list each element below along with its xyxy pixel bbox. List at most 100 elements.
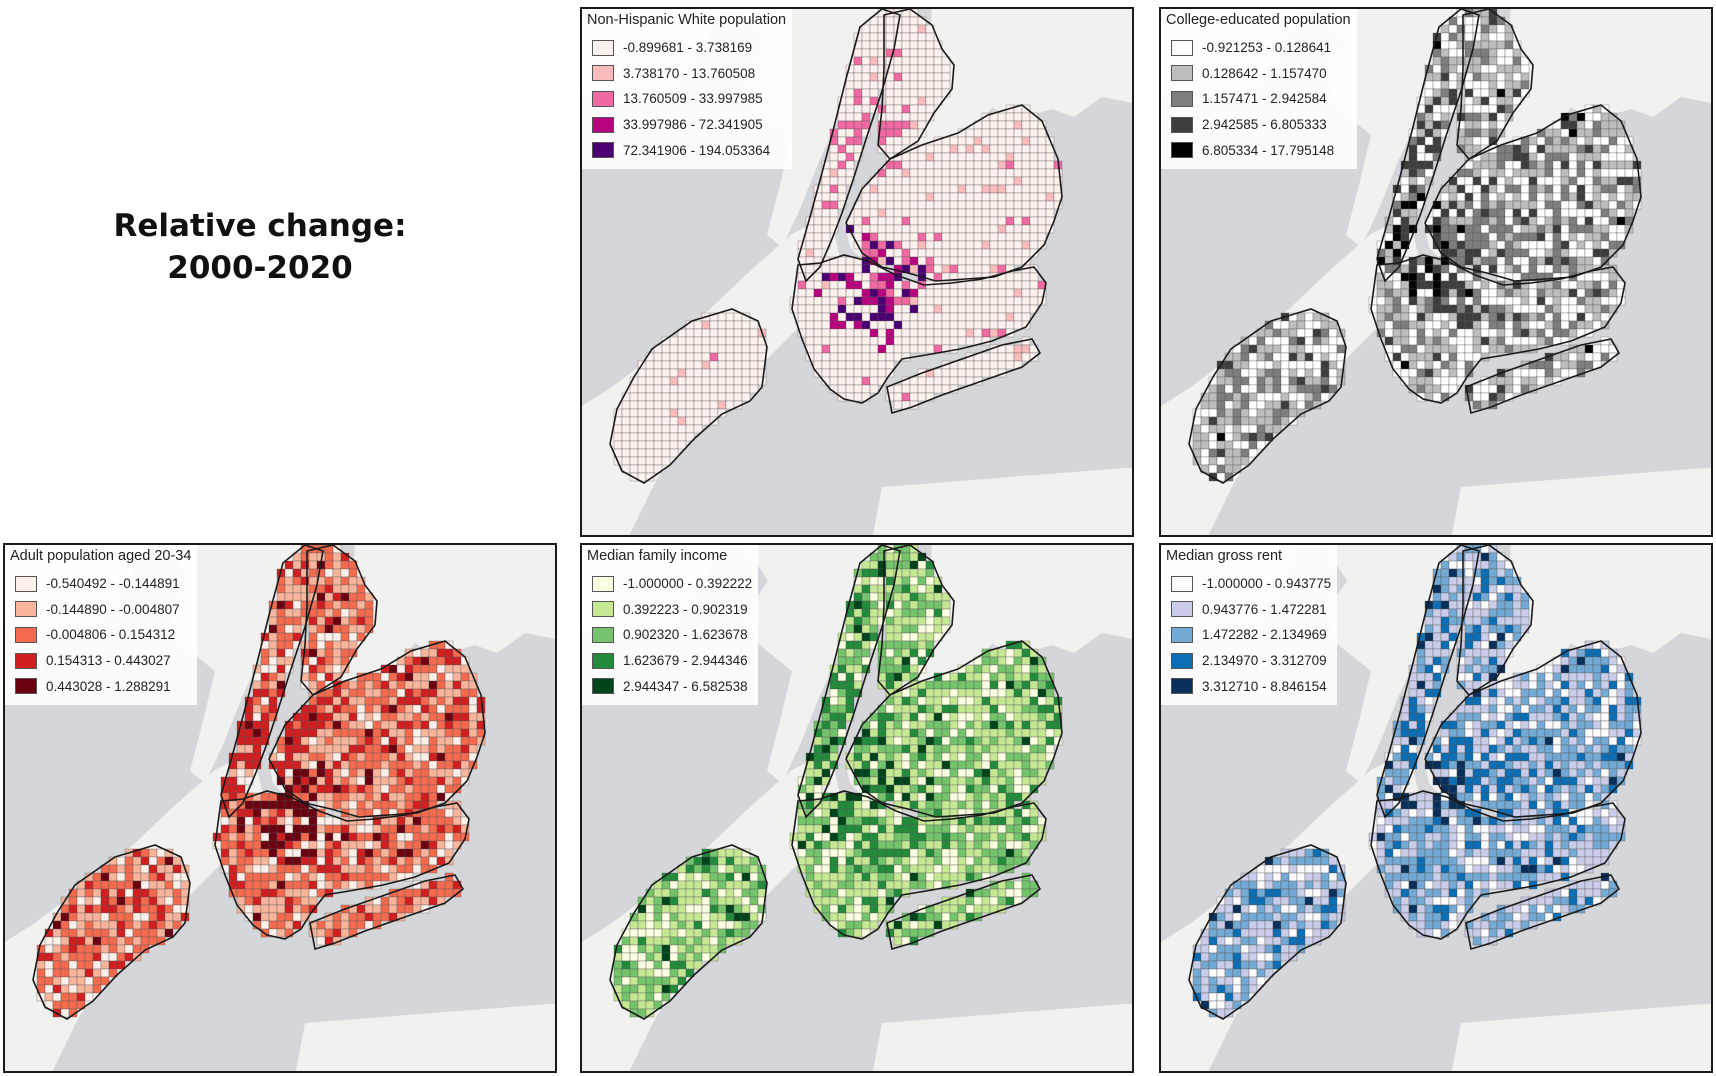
census-tract	[949, 760, 959, 770]
census-tract	[981, 744, 991, 754]
census-tract	[380, 680, 390, 690]
census-tract	[893, 648, 903, 658]
census-tract	[909, 664, 919, 674]
census-tract	[661, 440, 671, 450]
census-tract	[1045, 184, 1055, 194]
census-tract	[877, 328, 887, 338]
census-tract	[356, 760, 366, 770]
census-tract	[893, 288, 903, 298]
census-tract	[1544, 224, 1554, 234]
census-tract	[901, 344, 911, 354]
census-tract	[949, 240, 959, 250]
census-tract	[1536, 336, 1546, 346]
census-tract	[356, 800, 366, 810]
census-tract	[1456, 240, 1466, 250]
census-tract	[1544, 168, 1554, 178]
census-tract	[997, 696, 1007, 706]
census-tract	[1568, 200, 1578, 210]
choropleth-map	[1161, 9, 1711, 535]
census-tract	[1021, 128, 1031, 138]
census-tract	[268, 712, 278, 722]
census-tract	[236, 816, 246, 826]
census-tract	[1029, 720, 1039, 730]
census-tract	[1528, 312, 1538, 322]
census-tract	[901, 280, 911, 290]
census-tract	[1544, 248, 1554, 258]
census-tract	[837, 264, 847, 274]
legend-item: -0.921253 - 0.128641	[1166, 35, 1351, 61]
census-tract	[653, 416, 663, 426]
census-tract	[669, 360, 679, 370]
census-tract	[1328, 344, 1338, 354]
census-tract	[869, 832, 879, 842]
census-tract	[901, 392, 911, 402]
census-tract	[292, 888, 302, 898]
census-tract	[428, 688, 438, 698]
census-tract	[452, 760, 462, 770]
census-tract	[236, 888, 246, 898]
census-tract	[1480, 320, 1490, 330]
census-tract	[941, 816, 951, 826]
census-tract	[452, 816, 462, 826]
census-tract	[1472, 336, 1482, 346]
census-tract	[364, 792, 374, 802]
census-tract	[1400, 352, 1410, 362]
census-tract	[1512, 184, 1522, 194]
census-tract	[893, 872, 903, 882]
census-tract	[1504, 384, 1514, 394]
census-tract	[965, 328, 975, 338]
census-tract	[1408, 376, 1418, 386]
census-tract	[1472, 232, 1482, 242]
census-tract	[1568, 160, 1578, 170]
census-tract	[709, 336, 719, 346]
census-tract	[893, 744, 903, 754]
census-tract	[460, 712, 470, 722]
census-tract	[340, 800, 350, 810]
census-tract	[420, 696, 430, 706]
census-tract	[997, 112, 1007, 122]
census-tract	[1408, 200, 1418, 210]
census-tract	[901, 600, 911, 610]
census-tract	[1544, 232, 1554, 242]
census-tract	[1248, 360, 1258, 370]
census-tract	[1021, 856, 1031, 866]
census-tract	[308, 896, 318, 906]
census-tract	[661, 416, 671, 426]
census-tract	[356, 680, 366, 690]
census-tract	[893, 592, 903, 602]
census-tract	[805, 840, 815, 850]
census-tract	[372, 760, 382, 770]
census-tract	[436, 856, 446, 866]
census-tract	[901, 152, 911, 162]
census-tract	[276, 624, 286, 634]
census-tract	[701, 376, 711, 386]
census-tract	[877, 176, 887, 186]
census-tract	[172, 896, 182, 906]
census-tract	[869, 720, 879, 730]
census-tract	[404, 736, 414, 746]
census-tract	[1240, 384, 1250, 394]
census-tract	[412, 848, 422, 858]
census-tract	[869, 840, 879, 850]
census-tract	[1304, 400, 1314, 410]
census-tract	[909, 840, 919, 850]
census-tract	[108, 960, 118, 970]
census-tract	[1616, 176, 1626, 186]
census-tract	[853, 288, 863, 298]
census-tract	[1488, 344, 1498, 354]
census-tract	[1456, 232, 1466, 242]
census-tract	[909, 248, 919, 258]
census-tract	[1432, 280, 1442, 290]
census-tract	[829, 680, 839, 690]
census-tract	[1005, 200, 1015, 210]
census-tract	[1536, 224, 1546, 234]
census-tract	[308, 664, 318, 674]
census-tract	[380, 688, 390, 698]
census-tract	[412, 712, 422, 722]
census-tract	[1528, 304, 1538, 314]
census-tract	[973, 792, 983, 802]
census-tract	[877, 736, 887, 746]
census-tract	[917, 96, 927, 106]
census-tract	[340, 648, 350, 658]
census-tract	[1216, 440, 1226, 450]
